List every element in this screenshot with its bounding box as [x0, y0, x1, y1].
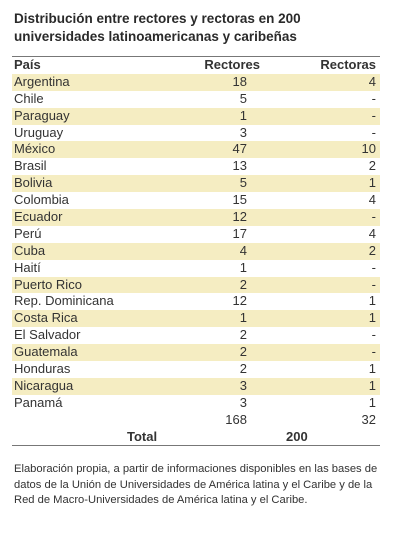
rectores-cell: 2 — [239, 344, 247, 360]
rectores-cell: 47 — [232, 141, 247, 157]
rectores-table: País Rectores Rectoras Argentina 18 4 Chile… — [12, 57, 380, 445]
header-pais: País — [14, 57, 41, 72]
table-row: Nicaragua 3 1 — [12, 377, 380, 395]
table-row: Bolivia 5 1 — [12, 175, 380, 193]
rectoras-cell: - — [371, 344, 376, 360]
table-row: Cuba 4 2 — [12, 242, 380, 260]
rectores-cell: 18 — [232, 73, 247, 89]
header-rectores: Rectores — [204, 57, 260, 72]
table-row: El Salvador 2 - — [12, 327, 380, 344]
rectoras-cell: 1 — [368, 175, 376, 191]
rectoras-cell: 1 — [368, 293, 376, 309]
country-cell: El Salvador — [14, 327, 81, 343]
country-cell: Guatemala — [14, 344, 78, 360]
sum-rectores: 168 — [225, 411, 247, 427]
country-cell: Puerto Rico — [14, 276, 82, 292]
table-row: Puerto Rico 2 - — [12, 276, 380, 294]
rectores-cell: 1 — [239, 259, 247, 275]
country-cell: Chile — [14, 90, 44, 106]
rectores-cell: 1 — [239, 310, 247, 326]
country-cell: Argentina — [14, 73, 70, 89]
rectores-cell: 3 — [239, 124, 247, 140]
rectores-cell: 12 — [232, 293, 247, 309]
country-cell: Rep. Dominicana — [14, 293, 114, 309]
rectoras-cell: 1 — [368, 361, 376, 377]
country-cell: Colombia — [14, 192, 69, 208]
table-title: Distribución entre rectores y rectoras e… — [14, 11, 301, 44]
sum-rectoras: 32 — [361, 411, 376, 427]
country-cell: Haití — [14, 259, 41, 275]
rectoras-cell: 2 — [368, 158, 376, 174]
country-cell: Ecuador — [14, 209, 63, 225]
rectores-cell: 5 — [239, 90, 247, 106]
rectoras-cell: - — [371, 90, 376, 106]
rectores-cell: 4 — [239, 242, 247, 258]
country-cell: Bolivia — [14, 175, 53, 191]
table-body: Argentina 18 4 Chile 5- Paraguay 1- Uruguay 3- Mé… — [12, 73, 380, 412]
table-row: Uruguay 3 - — [12, 125, 380, 142]
rectores-cell: 2 — [239, 276, 247, 292]
table-row: Rep. Dominicana 12 1 — [12, 293, 380, 310]
header-rectoras: Rectoras — [320, 57, 376, 72]
table-row: Colombia 15 4 — [12, 192, 380, 209]
table-row: Guatemala 2 - — [12, 344, 380, 362]
country-cell: Costa Rica — [14, 310, 78, 326]
rectoras-cell: - — [371, 124, 376, 140]
rectores-cell: 2 — [239, 327, 247, 343]
country-cell: Brasil — [14, 158, 47, 174]
table-row: Costa Rica 1 1 — [12, 310, 380, 328]
rectoras-cell: - — [371, 259, 376, 275]
table-row: Brasil 13 2 — [12, 158, 380, 175]
country-cell: Perú — [14, 225, 42, 241]
total-label: Total — [127, 428, 158, 444]
rectoras-cell: - — [371, 107, 376, 123]
rectores-cell: 17 — [232, 225, 247, 241]
rectores-cell: 3 — [239, 394, 247, 410]
header-top-rule — [12, 56, 380, 57]
country-cell: Panamá — [14, 394, 63, 410]
rectoras-cell: 10 — [361, 141, 376, 157]
table-row: Panamá 3 1 — [12, 395, 380, 412]
total-value: 200 — [286, 428, 308, 444]
rectoras-cell: 4 — [368, 192, 376, 208]
rectoras-cell: 1 — [368, 310, 376, 326]
rectores-cell: 15 — [232, 192, 247, 208]
table-row: Chile 5 - — [12, 91, 380, 108]
source-footnote: Elaboración propia, a partir de informac… — [14, 463, 378, 506]
table-row: Argentina 18 4 — [12, 73, 380, 91]
table-row: México 47 10 — [12, 141, 380, 159]
country-cell: Uruguay — [14, 124, 64, 140]
country-cell: México — [14, 141, 56, 157]
table-bottom-rule — [12, 445, 380, 446]
total-row: Total 200 — [12, 429, 380, 446]
table-header-row: País Rectores Rectoras — [12, 57, 380, 74]
rectoras-cell: 4 — [368, 73, 376, 89]
sums-row: 168 32 — [12, 412, 380, 429]
table-row: Haití 1 - — [12, 260, 380, 277]
rectoras-cell: - — [371, 276, 376, 292]
table-row: Perú 17 4 — [12, 226, 380, 243]
rectores-cell: 13 — [232, 158, 247, 174]
rectores-cell: 1 — [239, 107, 247, 123]
rectoras-cell: 4 — [368, 225, 376, 241]
rectores-cell: 2 — [239, 361, 247, 377]
rectoras-cell: - — [371, 327, 376, 343]
table-row: Paraguay 1 - — [12, 107, 380, 125]
country-cell: Paraguay — [14, 107, 70, 123]
rectoras-cell: 1 — [368, 377, 376, 393]
rectores-cell: 12 — [232, 209, 247, 225]
rectoras-cell: - — [371, 209, 376, 225]
table-row: Honduras 2 1 — [12, 361, 380, 378]
rectores-cell: 3 — [239, 377, 247, 393]
country-cell: Nicaragua — [14, 377, 74, 393]
country-cell: Honduras — [14, 361, 71, 377]
country-cell: Cuba — [14, 242, 46, 258]
rectores-cell: 5 — [239, 175, 247, 191]
table-row: Ecuador 12 - — [12, 209, 380, 226]
rectoras-cell: 1 — [368, 394, 376, 410]
rectoras-cell: 2 — [368, 242, 376, 258]
